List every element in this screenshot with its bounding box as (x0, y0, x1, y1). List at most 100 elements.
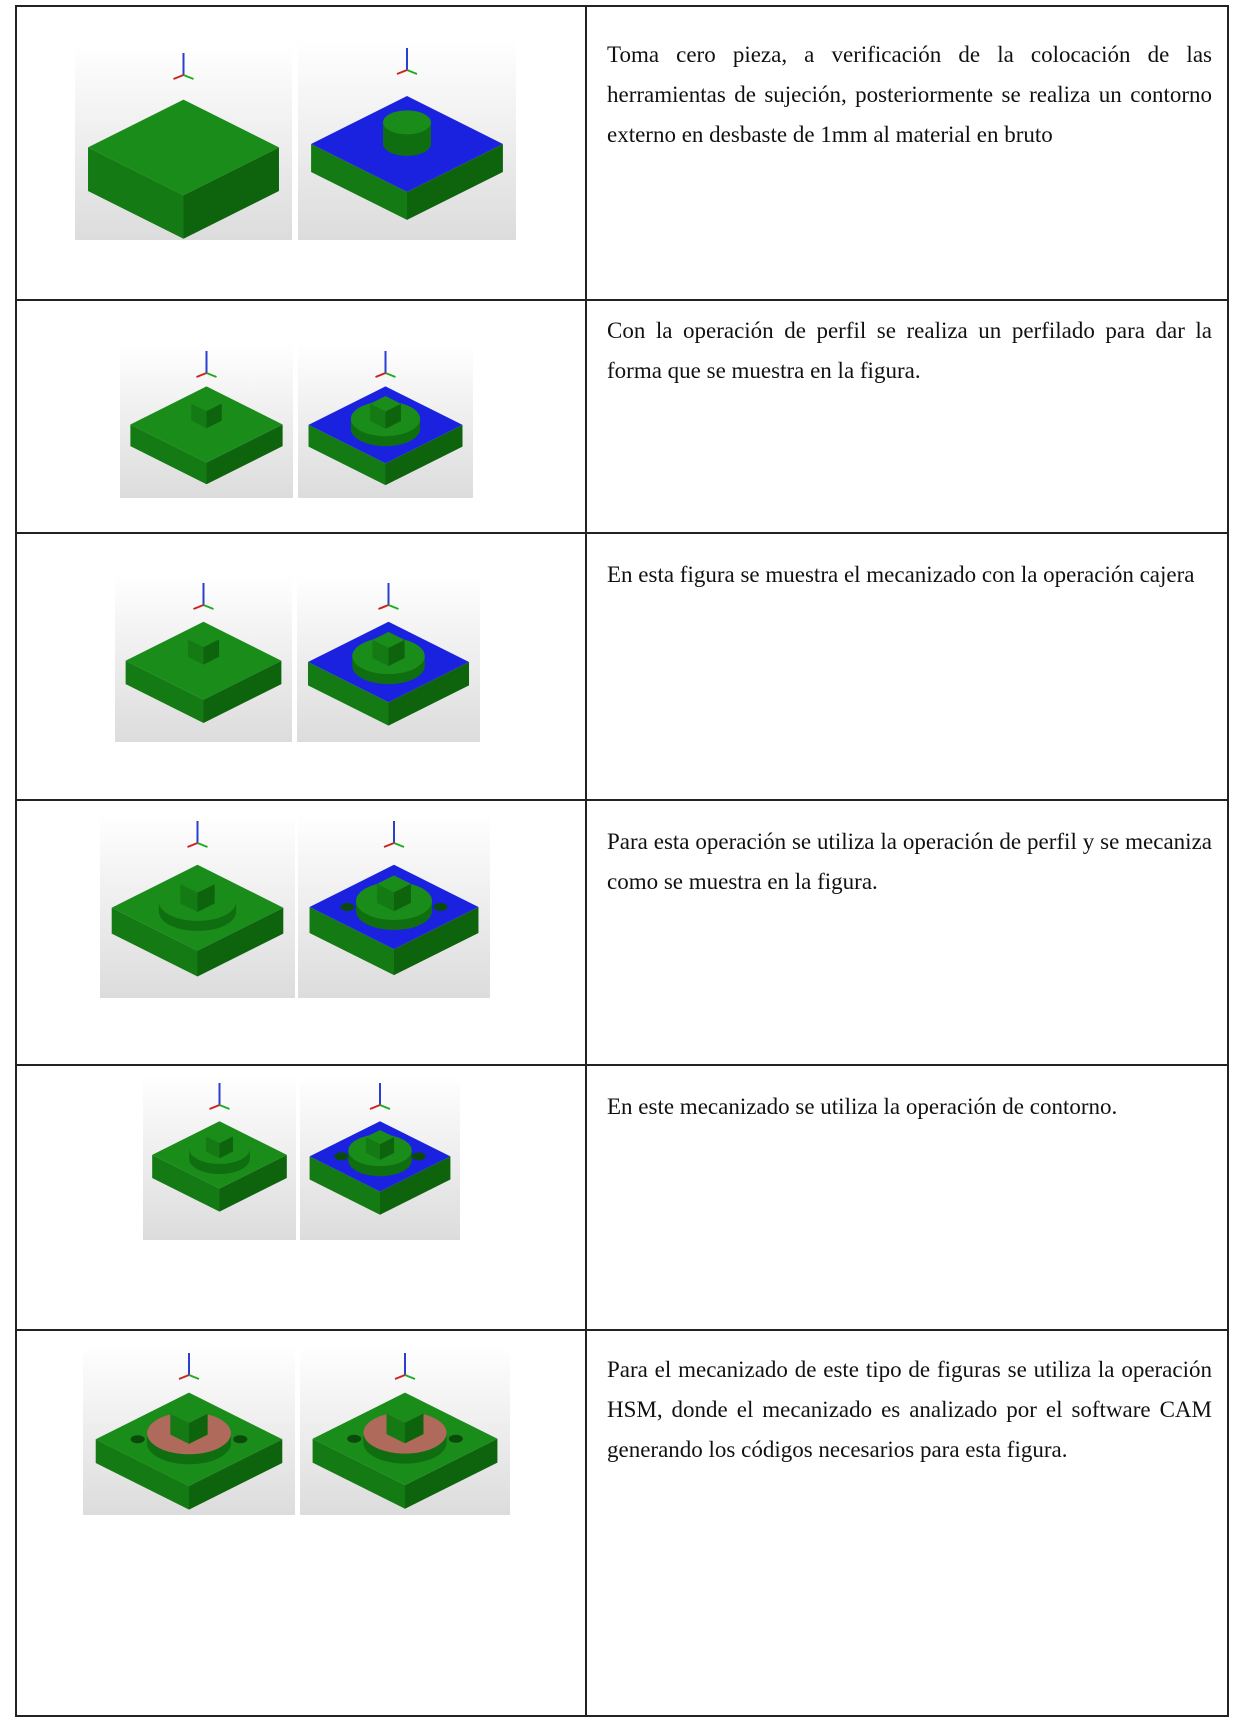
rule (15, 299, 1229, 301)
hole (347, 1434, 362, 1443)
hole (411, 1152, 426, 1161)
block-side (170, 1413, 189, 1444)
block-side (385, 403, 401, 429)
block-top (88, 99, 279, 196)
rule (15, 1329, 1229, 1331)
row-text: En esta figura se muestra el mecanizado … (607, 562, 1195, 587)
block-side (219, 1154, 287, 1212)
axis (393, 842, 405, 848)
row-text: Con la operación de perfil se realiza un… (607, 318, 1212, 383)
axis (369, 1104, 381, 1110)
rule (1227, 5, 1229, 1717)
block-top (377, 875, 411, 893)
rule (585, 5, 587, 1717)
axis (187, 842, 198, 848)
block-side (130, 424, 207, 485)
axis (375, 372, 386, 378)
block-side (187, 639, 204, 665)
block-side (206, 1136, 220, 1159)
rule (15, 799, 1229, 801)
block-side (385, 424, 463, 486)
axis (206, 372, 217, 378)
hole (334, 1152, 349, 1161)
axis (388, 604, 399, 610)
hole (130, 1435, 145, 1444)
block-side (380, 1137, 395, 1160)
row-text: Toma cero pieza, a verificación de la co… (607, 42, 1212, 147)
block-top (386, 1404, 424, 1423)
block-side (197, 907, 284, 977)
block-side (312, 1438, 405, 1509)
block-top (365, 1130, 395, 1145)
axis (188, 1374, 200, 1380)
block-side (394, 883, 411, 912)
block-side (365, 1137, 380, 1160)
block-top (206, 1129, 233, 1144)
rule (15, 1715, 1229, 1717)
rule (15, 1064, 1229, 1066)
block-side (197, 884, 215, 912)
axis (394, 1374, 406, 1380)
block-side (88, 147, 184, 239)
block-side (405, 1438, 498, 1509)
axis (404, 1374, 416, 1380)
block-side (203, 639, 220, 665)
hole (340, 903, 355, 912)
axis (383, 842, 395, 848)
row-text: Para esta operación se utiliza la operac… (607, 829, 1212, 894)
row-text: En este mecanizado se utiliza la operaci… (607, 1094, 1118, 1119)
block-side (372, 639, 389, 667)
axis (385, 372, 396, 378)
axis (219, 1104, 230, 1110)
axis (196, 372, 207, 378)
block-side (180, 884, 198, 912)
block-side (95, 1439, 189, 1510)
block-side (370, 403, 386, 429)
block-side (152, 1154, 220, 1212)
block-side (388, 639, 405, 667)
axis (193, 604, 204, 610)
rule (15, 5, 1229, 7)
block-side (189, 1413, 208, 1444)
axis (197, 842, 208, 848)
rule (15, 532, 1229, 534)
block-side (309, 907, 394, 976)
block-top (370, 396, 401, 412)
axis (209, 1104, 220, 1110)
block-side (407, 143, 503, 220)
block-top (170, 1404, 208, 1423)
block-side (111, 907, 198, 977)
axis (183, 74, 194, 80)
block-side (206, 424, 283, 485)
boss-bottom (383, 131, 431, 156)
block-top (187, 631, 220, 648)
block-side (309, 1156, 380, 1215)
rule (15, 5, 17, 1717)
block-side (405, 1413, 424, 1444)
block-side (308, 424, 386, 486)
boss-top (383, 110, 431, 135)
axis (379, 1104, 391, 1110)
block-side (311, 143, 407, 220)
block-side (183, 147, 279, 239)
block-top (191, 395, 222, 412)
block-side (307, 662, 389, 726)
axis (378, 604, 389, 610)
block-side (386, 1413, 405, 1444)
axis (406, 69, 418, 75)
block-side (219, 1136, 233, 1159)
block-side (203, 660, 282, 724)
hole (448, 1434, 463, 1443)
hole (233, 1435, 248, 1444)
block-side (388, 662, 470, 726)
block-side (189, 1439, 283, 1510)
block-top (372, 631, 405, 648)
hole (433, 903, 448, 912)
axis (396, 69, 408, 75)
axis (203, 604, 214, 610)
block-side (394, 907, 479, 976)
block-top (180, 875, 215, 893)
axis (173, 74, 184, 80)
